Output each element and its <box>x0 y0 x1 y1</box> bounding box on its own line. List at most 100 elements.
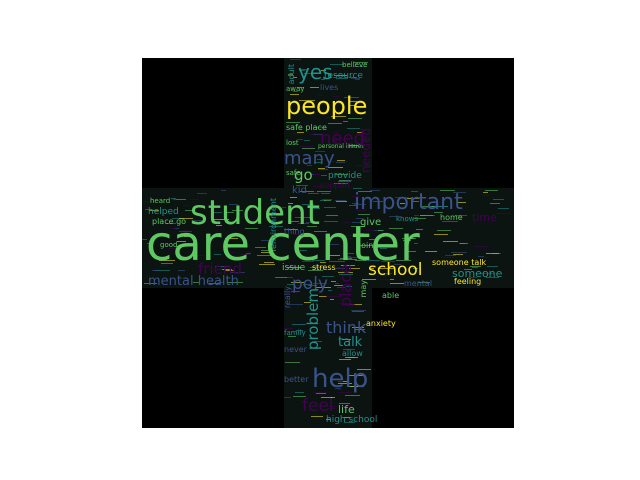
word-life: life <box>338 403 355 416</box>
word-heard: heard <box>150 197 171 205</box>
filler-word-mark <box>426 215 435 217</box>
filler-word-mark <box>334 74 347 76</box>
filler-word-mark <box>485 276 499 278</box>
filler-word-mark <box>402 221 417 223</box>
word-able: able <box>382 291 400 300</box>
filler-word-mark <box>160 264 167 266</box>
filler-word-mark <box>172 198 186 200</box>
filler-word-mark <box>312 185 322 187</box>
filler-word-mark <box>295 184 309 186</box>
word-personal-issues: personal issues <box>318 143 365 150</box>
filler-word-mark <box>340 264 355 266</box>
filler-word-mark <box>246 252 252 254</box>
filler-word-mark <box>171 197 176 199</box>
filler-word-mark <box>284 327 293 329</box>
filler-word-mark <box>229 204 238 206</box>
filler-word-mark <box>287 266 301 268</box>
filler-word-mark <box>336 160 345 162</box>
filler-word-mark <box>354 259 366 261</box>
filler-word-mark <box>236 245 246 247</box>
filler-word-mark <box>322 276 334 278</box>
filler-word-mark <box>149 210 159 212</box>
filler-word-mark <box>389 282 405 284</box>
filler-word-mark <box>342 380 349 382</box>
filler-word-mark <box>192 219 203 221</box>
filler-word-mark <box>216 224 222 226</box>
filler-word-mark <box>155 269 170 271</box>
filler-word-mark <box>269 225 283 227</box>
filler-word-mark <box>352 222 361 224</box>
word-someone-talk: someone talk <box>432 258 487 267</box>
word-knows: knows <box>396 215 419 223</box>
filler-word-mark <box>345 258 358 260</box>
filler-word-mark <box>426 207 438 209</box>
filler-word-mark <box>147 242 152 244</box>
filler-word-mark <box>474 245 489 247</box>
filler-word-mark <box>285 361 300 363</box>
filler-word-mark <box>307 269 324 271</box>
filler-word-mark <box>483 195 490 197</box>
filler-word-mark <box>326 214 338 216</box>
filler-word-mark <box>338 179 351 181</box>
filler-word-mark <box>325 244 339 246</box>
filler-word-mark <box>338 181 352 183</box>
filler-word-mark <box>303 73 318 75</box>
filler-word-mark <box>342 349 356 351</box>
filler-word-mark <box>405 238 417 240</box>
word-issue: issue <box>282 263 306 273</box>
filler-word-mark <box>293 177 299 179</box>
word-place: place <box>336 264 355 308</box>
filler-word-mark <box>287 220 299 222</box>
filler-word-mark <box>212 211 223 213</box>
filler-word-mark <box>321 175 327 177</box>
filler-word-mark <box>415 229 423 231</box>
filler-word-mark <box>410 200 419 202</box>
word-care-center: care center <box>146 216 420 272</box>
word-lives: lives <box>320 83 339 92</box>
filler-word-mark <box>224 237 238 239</box>
filler-word-mark <box>193 282 199 284</box>
filler-word-mark <box>339 403 350 405</box>
filler-word-mark <box>319 295 327 297</box>
word-student: student <box>190 193 320 233</box>
filler-word-mark <box>293 77 298 79</box>
filler-word-mark <box>183 229 189 231</box>
filler-word-mark <box>308 284 318 286</box>
filler-word-mark <box>209 282 221 284</box>
filler-word-mark <box>349 105 357 106</box>
filler-word-mark <box>348 267 361 269</box>
filler-word-mark <box>152 270 158 272</box>
filler-word-mark <box>344 146 359 148</box>
filler-word-mark <box>478 273 495 275</box>
filler-word-mark <box>184 209 194 211</box>
filler-word-mark <box>166 247 182 249</box>
cross-horizontal-bar <box>142 188 514 288</box>
filler-word-mark <box>303 139 311 141</box>
filler-word-mark <box>342 237 352 239</box>
filler-word-mark <box>293 90 298 92</box>
filler-word-mark <box>304 302 311 304</box>
filler-word-mark <box>302 148 315 150</box>
filler-word-mark <box>351 327 364 329</box>
filler-word-mark <box>240 254 251 256</box>
filler-word-mark <box>330 115 346 117</box>
filler-word-mark <box>345 180 352 182</box>
filler-word-mark <box>310 416 324 418</box>
filler-word-mark <box>436 229 451 231</box>
word-anxiety: anxiety <box>366 319 396 328</box>
filler-word-mark <box>410 190 419 192</box>
word-feel: feel <box>302 396 334 416</box>
filler-word-mark <box>263 261 274 263</box>
filler-word-mark <box>348 100 357 102</box>
filler-word-mark <box>440 190 456 191</box>
filler-word-mark <box>482 191 489 193</box>
filler-word-mark <box>351 226 366 228</box>
filler-word-mark <box>158 259 175 261</box>
filler-word-mark <box>347 117 363 119</box>
filler-word-mark <box>389 227 403 229</box>
filler-word-mark <box>492 199 504 201</box>
filler-word-mark <box>309 267 323 269</box>
filler-word-mark <box>442 241 459 243</box>
filler-word-mark <box>469 266 482 268</box>
filler-word-mark <box>414 242 419 244</box>
